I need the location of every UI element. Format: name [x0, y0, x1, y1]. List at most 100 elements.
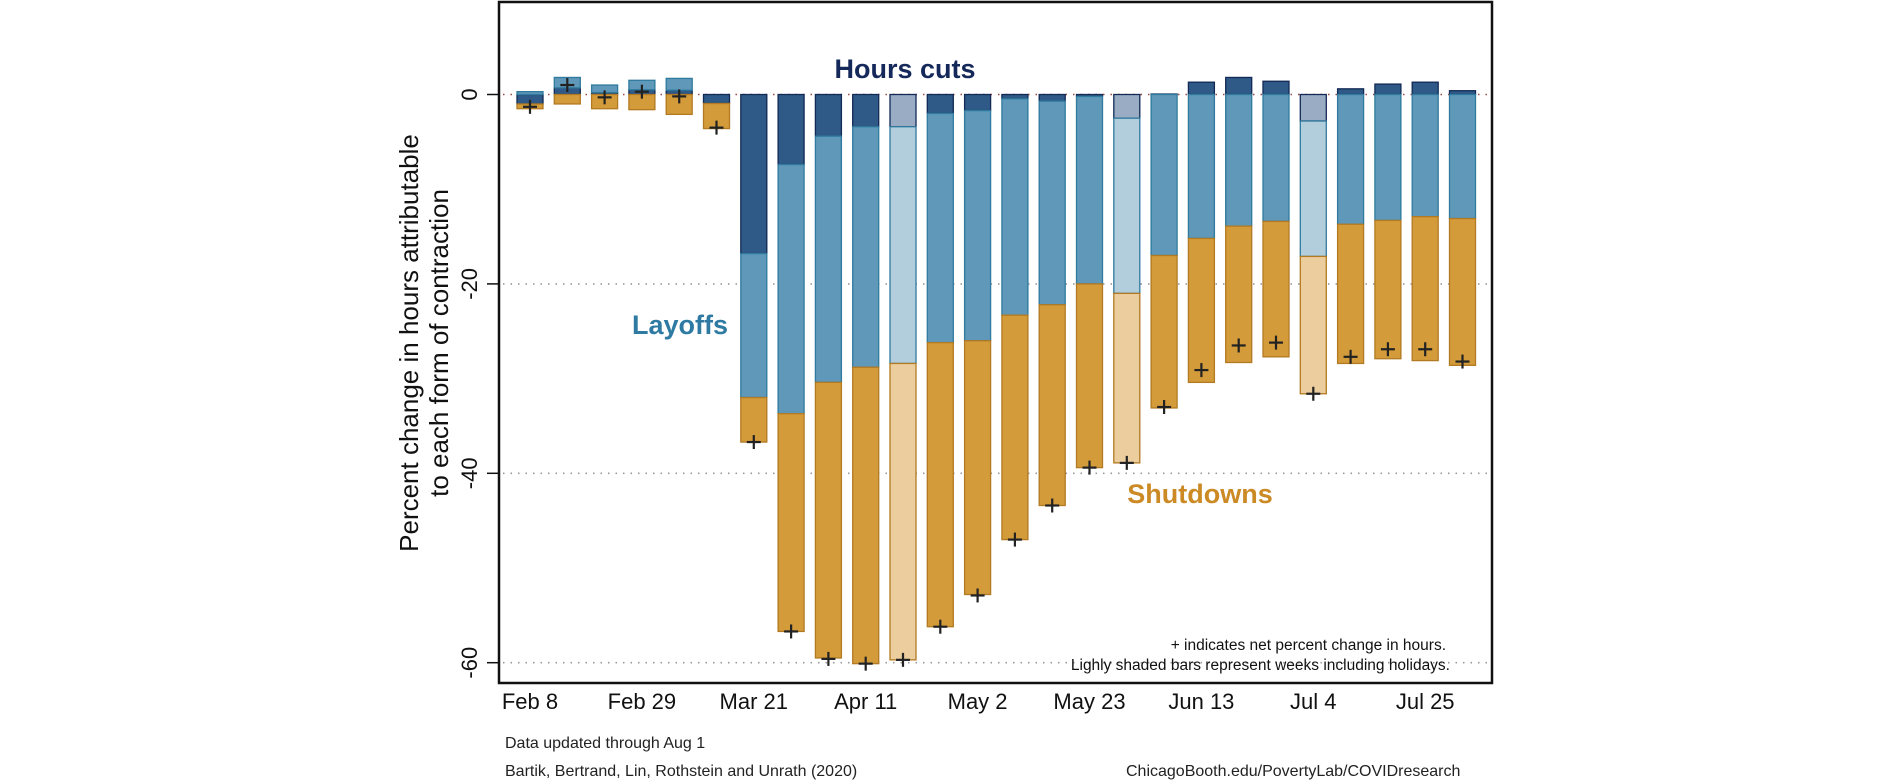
net-change-marker	[784, 624, 799, 639]
net-change-markers	[523, 78, 1470, 671]
bar-hours-cuts	[777, 93, 805, 166]
bar-layoffs	[1187, 93, 1216, 240]
source-url: ChicagoBooth.edu/PovertyLab/COVIDresearc…	[1126, 763, 1461, 780]
bar-shutdowns	[1336, 223, 1365, 365]
bar-layoffs	[889, 126, 917, 365]
y-axis-title-line-2: to each form of contraction	[424, 189, 454, 497]
net-change-marker	[1119, 455, 1134, 470]
bar-hours-cuts	[740, 93, 768, 255]
layoffs-label: Layoffs	[632, 310, 728, 340]
bar-shutdowns	[777, 412, 805, 633]
bar-shutdowns	[1150, 254, 1178, 409]
net-change-marker	[1343, 349, 1358, 364]
shutdowns-label: Shutdowns	[1127, 479, 1272, 509]
bar-layoffs	[1225, 93, 1253, 227]
bar-layoffs	[852, 126, 880, 368]
net-change-marker	[597, 90, 612, 105]
net-change-marker	[560, 78, 575, 93]
bar-shutdowns	[814, 381, 843, 659]
x-tick-label: Jul 4	[1290, 689, 1336, 714]
bar-hours-cuts	[926, 93, 954, 115]
y-tick-label: 0	[457, 88, 482, 100]
net-change-marker	[1157, 400, 1172, 415]
bar-hours-cuts	[814, 93, 843, 137]
x-tick-label: Feb 8	[502, 689, 558, 714]
citation: Bartik, Bertrand, Lin, Rothstein and Unr…	[505, 763, 858, 780]
y-tick-label: -20	[457, 268, 482, 300]
bar-shutdowns	[553, 93, 581, 105]
net-change-marker	[634, 84, 649, 99]
net-change-marker	[858, 656, 873, 671]
bar-layoffs	[963, 109, 992, 342]
net-change-marker	[933, 619, 948, 634]
annotation-net-change: + indicates net percent change in hours.	[1171, 637, 1446, 654]
bar-hours-cuts	[1225, 76, 1253, 96]
net-change-marker	[1306, 386, 1321, 401]
bar-layoffs	[926, 112, 954, 344]
bar-hours-cuts	[702, 93, 731, 105]
x-tick-label: Feb 29	[608, 689, 677, 714]
net-change-marker	[1455, 354, 1470, 369]
bar-layoffs	[814, 135, 843, 384]
plot-frame	[497, 0, 1494, 685]
net-change-marker	[672, 89, 687, 104]
x-axis: Feb 8 Feb 29 Mar 21 Apr 11 May 2 May 23 Jun 13…	[502, 689, 1455, 714]
bar-hours-cuts	[1038, 93, 1066, 102]
bar-layoffs	[665, 77, 693, 91]
bar-shutdowns	[889, 362, 917, 661]
bar-hours-cuts	[1113, 93, 1141, 119]
net-change-marker	[1194, 363, 1209, 378]
x-tick-label: Jun 13	[1168, 689, 1234, 714]
bar-shutdowns	[1262, 220, 1290, 358]
bar-hours-cuts	[1411, 81, 1439, 96]
bar-hours-cuts	[963, 93, 992, 112]
y-tick-label: -60	[457, 647, 482, 679]
net-change-marker	[1045, 498, 1060, 513]
bar-shutdowns	[1374, 219, 1402, 360]
net-change-marker	[896, 652, 910, 667]
net-change-marker	[1269, 335, 1283, 350]
y-tick-label: -40	[457, 457, 482, 489]
net-change-marker	[1418, 342, 1433, 357]
bar-shutdowns	[963, 340, 992, 596]
bar-shutdowns	[740, 396, 768, 443]
bar-layoffs	[1448, 93, 1477, 220]
net-change-marker	[970, 588, 985, 603]
x-tick-label: Mar 21	[720, 689, 788, 714]
bar-layoffs	[1001, 98, 1029, 316]
net-change-marker	[709, 120, 724, 135]
bar-layoffs	[1113, 117, 1141, 295]
bar-layoffs	[1374, 93, 1402, 222]
bar-layoffs	[1411, 93, 1439, 218]
bar-layoffs	[777, 163, 805, 415]
bar-shutdowns	[1299, 255, 1327, 395]
bar-layoffs	[1150, 93, 1178, 257]
bar-layoffs	[1299, 120, 1327, 258]
bar-shutdowns	[852, 366, 880, 665]
bar-shutdowns	[1038, 304, 1066, 507]
bar-shutdowns	[926, 341, 954, 628]
net-change-marker	[746, 435, 761, 450]
bar-hours-cuts	[1336, 88, 1365, 96]
bar-shutdowns	[1187, 237, 1216, 384]
bar-hours-cuts	[1262, 80, 1290, 96]
bar-layoffs	[1038, 100, 1066, 306]
net-change-marker	[523, 99, 537, 114]
x-tick-label: May 23	[1053, 689, 1125, 714]
bar-shutdowns	[1113, 292, 1141, 464]
bar-layoffs	[1336, 93, 1365, 225]
bar-shutdowns	[1075, 283, 1104, 469]
bar-hours-cuts	[852, 93, 880, 128]
y-axis: 0 -20 -40 -60	[457, 88, 499, 679]
bars	[516, 76, 1477, 665]
y-axis-title-line-1: Percent change in hours attributable	[394, 134, 424, 552]
net-change-marker	[1231, 338, 1246, 353]
bar-layoffs	[1262, 93, 1290, 223]
data-updated-note: Data updated through Aug 1	[505, 735, 706, 752]
hours-cuts-label: Hours cuts	[834, 54, 975, 84]
bar-hours-cuts	[1299, 93, 1327, 122]
net-change-marker	[821, 651, 836, 666]
x-tick-label: Jul 25	[1396, 689, 1455, 714]
bar-layoffs	[1075, 95, 1104, 285]
